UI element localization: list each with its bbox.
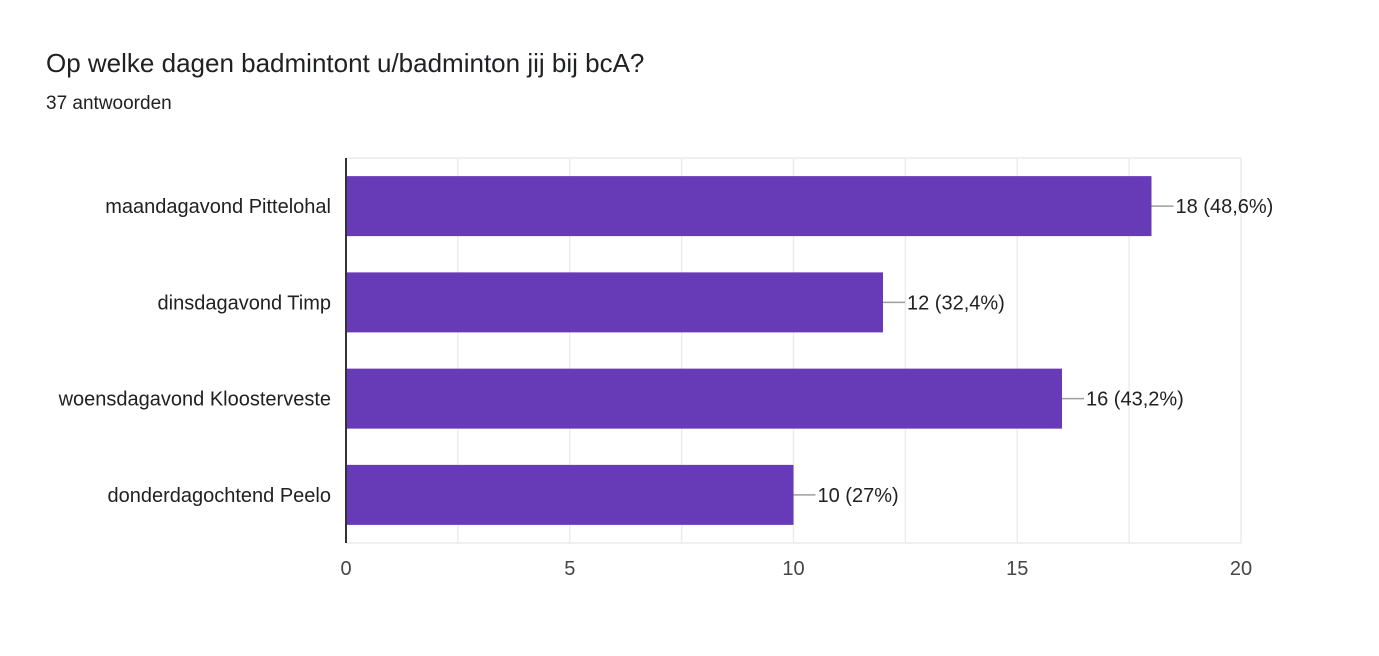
labels: 0 5 10 15 20 maandagavond Pittelohal 18 (48,6%… — [58, 158, 1274, 580]
response-count: 37 antwoorden — [46, 93, 172, 114]
category-label: maandagavond Pittelohal — [105, 196, 331, 218]
x-tick-label: 5 — [564, 558, 575, 580]
category-label: dinsdagavond Timp — [158, 292, 331, 314]
bar — [346, 464, 794, 525]
data-label: 18 (48,6%) — [1176, 196, 1274, 218]
data-label: 12 (32,4%) — [907, 292, 1005, 314]
x-tick-label: 20 — [1230, 558, 1252, 580]
x-tick-label: 10 — [782, 558, 804, 580]
bar — [346, 368, 1062, 429]
bars — [346, 176, 1152, 525]
data-label: 10 (27%) — [818, 485, 899, 507]
x-tick-label: 15 — [1006, 558, 1028, 580]
bar — [346, 272, 883, 333]
data-label: 16 (43,2%) — [1086, 389, 1184, 411]
category-label: donderdagochtend Peelo — [107, 485, 331, 507]
bar — [346, 176, 1152, 237]
x-tick-label: 0 — [340, 558, 351, 580]
chart-title: Op welke dagen badmintont u/badminton ji… — [46, 48, 645, 78]
category-label: woensdagavond Kloosterveste — [58, 389, 331, 411]
